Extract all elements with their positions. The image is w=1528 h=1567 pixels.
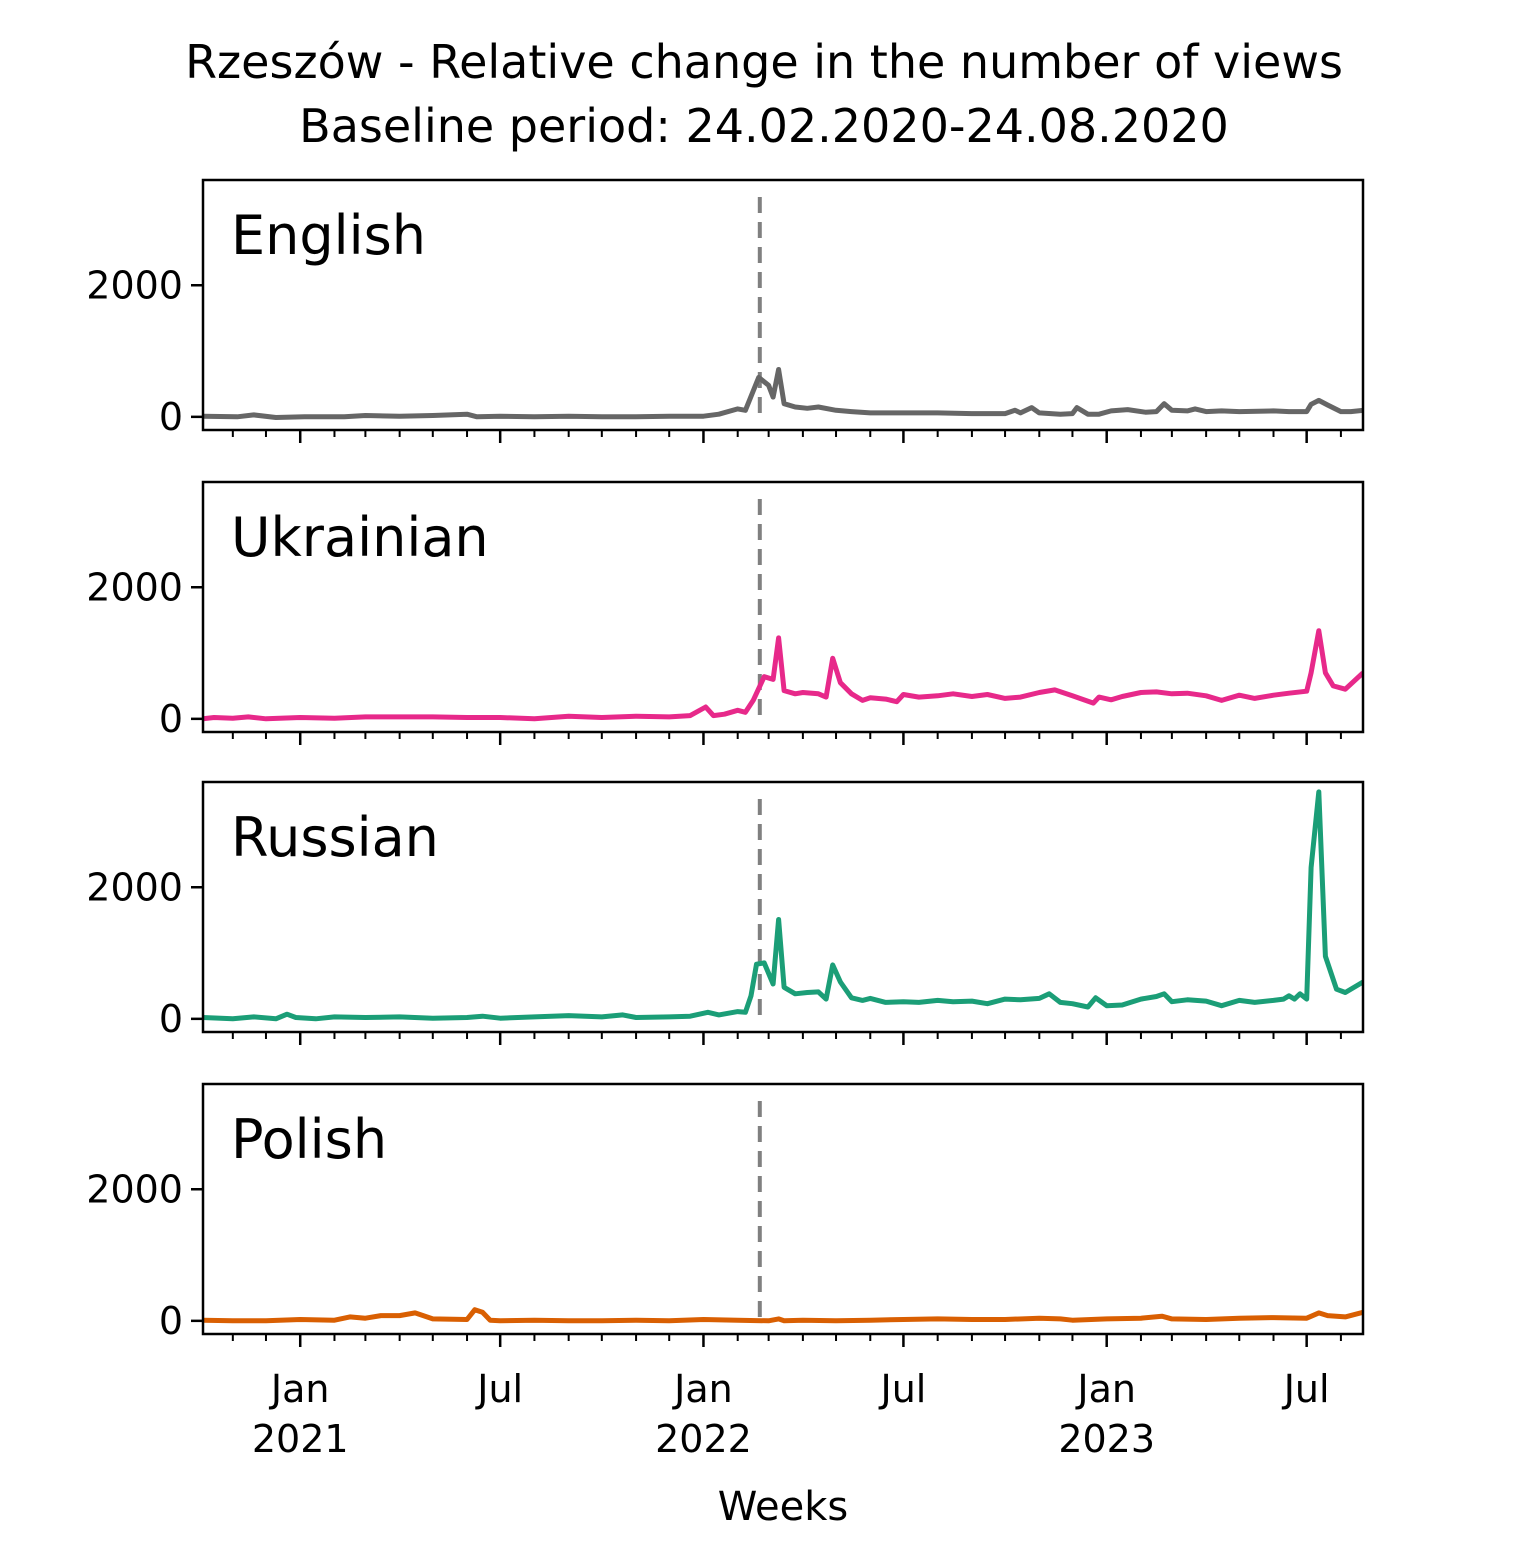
panel-frame <box>201 1082 1365 1336</box>
x-tick-year-label: 2021 <box>252 1417 349 1461</box>
y-tick-label: 0 <box>159 1299 183 1343</box>
y-tick-label: 0 <box>159 697 183 741</box>
x-tick-year-label: 2023 <box>1058 1417 1155 1461</box>
x-tick-label: Jul <box>475 1367 523 1411</box>
panel-label: Ukrainian <box>231 506 489 569</box>
series-line-polish <box>203 1307 1363 1324</box>
panel-english: 0 2000 English <box>86 178 1365 443</box>
chart-subtitle: Baseline period: 24.02.2020-24.08.2020 <box>299 99 1229 153</box>
y-tick-label: 0 <box>159 997 183 1041</box>
y-tick-label: 2000 <box>86 565 183 609</box>
x-tick-label: Jan <box>1075 1367 1136 1411</box>
panel-label: Polish <box>231 1108 387 1171</box>
y-tick-label: 2000 <box>86 1167 183 1211</box>
x-tick-label: Jul <box>1282 1367 1330 1411</box>
y-tick-label: 2000 <box>86 865 183 909</box>
panel-russian: 0 2000 Russian <box>86 780 1365 1045</box>
panel-frame <box>201 480 1365 734</box>
y-tick-label: 0 <box>159 395 183 439</box>
x-tick-label: Jan <box>672 1367 733 1411</box>
series-line-russian <box>203 789 1363 1022</box>
panel-label: English <box>231 204 426 267</box>
x-tick-label: Jul <box>878 1367 926 1411</box>
panel-frame <box>201 178 1365 432</box>
panel-label: Russian <box>231 806 439 869</box>
panel-frame <box>201 780 1365 1034</box>
x-axis-label: Weeks <box>718 1484 848 1530</box>
chart-title: Rzeszów - Relative change in the number … <box>185 35 1343 89</box>
series-line-english <box>203 367 1363 420</box>
y-tick-label: 2000 <box>86 263 183 307</box>
x-tick-year-label: 2022 <box>655 1417 752 1461</box>
x-tick-label: Jan <box>269 1367 330 1411</box>
panel-ukrainian: 0 2000 Ukrainian <box>86 480 1365 745</box>
series-line-ukrainian <box>203 628 1363 722</box>
panel-polish: 0 2000 Polish Jan 2021 Jul Jan 2022 Jul Jan 2023 Ju… <box>86 1082 1365 1461</box>
